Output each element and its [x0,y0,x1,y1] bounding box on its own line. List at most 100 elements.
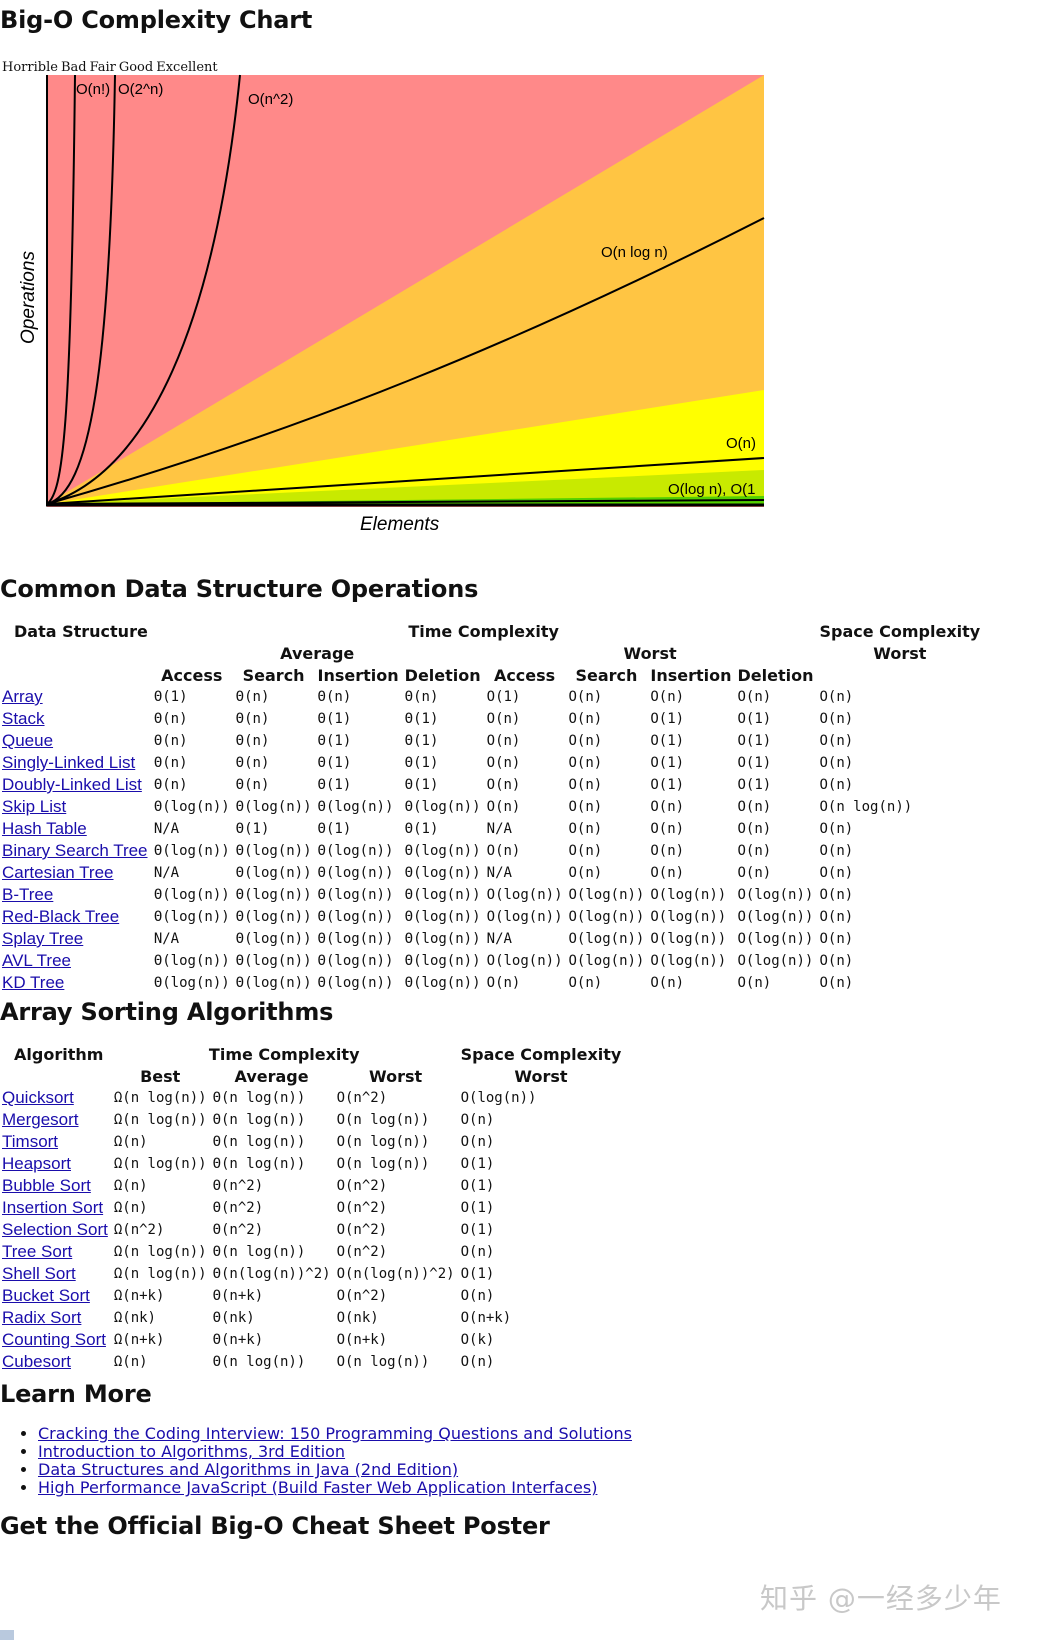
complexity-cell: Θ(1) [153,689,188,705]
ds-link[interactable]: Hash Table [2,819,87,838]
complexity-cell: Ω(n log(n)) [113,1112,207,1128]
table-row: Splay Tree N/A Θ(log(n)) Θ(log(n)) Θ(log(n))… [0,928,983,950]
table-row: AVL Tree Θ(log(n)) Θ(log(n)) Θ(log(n)) Θ(log… [0,950,983,972]
poster-title: Get the Official Big-O Cheat Sheet Poste… [0,1512,550,1540]
complexity-cell: O(1) [737,711,772,727]
complexity-cell: Θ(n log(n)) [212,1354,306,1370]
sort-link[interactable]: Quicksort [2,1088,74,1107]
ds-link[interactable]: Red-Black Tree [2,907,120,926]
sort-link[interactable]: Selection Sort [2,1220,108,1239]
ds-col-header-blank [816,664,983,686]
ds-link[interactable]: Binary Search Tree [2,841,148,860]
complexity-cell: O(n) [819,909,854,925]
complexity-legend: Horrible Bad Fair Good Excellent [2,60,221,75]
table-row: Cartesian Tree N/A Θ(log(n)) Θ(log(n)) Θ(log… [0,862,983,884]
sort-name-cell: Shell Sort [0,1263,111,1285]
sort-name-cell: Tree Sort [0,1241,111,1263]
complexity-cell: O(n^2) [336,1178,388,1194]
table-row: KD Tree Θ(log(n)) Θ(log(n)) Θ(log(n)) Θ(log(… [0,972,983,994]
sort-link[interactable]: Cubesort [2,1352,71,1371]
complexity-cell: O(log(n)) [486,909,563,925]
complexity-cell: O(log(n)) [650,909,727,925]
complexity-cell: Θ(log(n)) [235,975,312,991]
legend-fair: Fair [89,60,116,75]
ds-name-cell: Queue [0,730,151,752]
complexity-cell: O(log(n)) [650,887,727,903]
table-row: Binary Search Tree Θ(log(n)) Θ(log(n)) Θ(lo… [0,840,983,862]
complexity-cell: O(log(n)) [568,931,645,947]
complexity-cell: O(n) [650,843,685,859]
sort-link[interactable]: Timsort [2,1132,59,1151]
sort-link[interactable]: Mergesort [2,1110,79,1129]
book-link-js[interactable]: High Performance JavaScript (Build Faste… [38,1478,598,1497]
complexity-cell: N/A [486,821,512,837]
ds-col-header: Access [493,665,556,685]
sort-link[interactable]: Bubble Sort [2,1176,91,1195]
sort-link[interactable]: Tree Sort [2,1242,73,1261]
ds-header-space: Space Complexity [819,621,981,641]
ds-section-title: Common Data Structure Operations [0,575,479,603]
complexity-cell: O(n+k) [336,1332,388,1348]
book-link-cracking[interactable]: Cracking the Coding Interview: 150 Progr… [38,1424,632,1443]
sort-link[interactable]: Shell Sort [2,1264,76,1283]
list-item: Introduction to Algorithms, 3rd Edition [38,1443,632,1461]
complexity-cell: O(n) [819,931,854,947]
complexity-cell: Θ(log(n)) [235,865,312,881]
complexity-cell: O(n) [650,799,685,815]
complexity-cell: O(n) [460,1354,495,1370]
ds-link[interactable]: Skip List [2,797,67,816]
region-bad [47,75,764,504]
complexity-cell: Θ(n) [235,711,270,727]
complexity-cell: O(n log(n)) [819,799,913,815]
complexity-cell: Θ(n) [153,755,188,771]
sort-link[interactable]: Heapsort [2,1154,71,1173]
label-n-squared: O(n^2) [248,91,293,108]
complexity-cell: O(log(n)) [568,953,645,969]
table-row: Shell Sort Ω(n log(n)) Θ(n(log(n))^2) O(n(l… [0,1263,624,1285]
poster-image[interactable] [0,1630,14,1640]
ds-name-cell: KD Tree [0,972,151,994]
book-link-java[interactable]: Data Structures and Algorithms in Java (… [38,1460,459,1479]
complexity-cell: O(log(n)) [737,909,814,925]
complexity-cell: O(n) [819,689,854,705]
complexity-cell: Ω(n log(n)) [113,1090,207,1106]
complexity-cell: Θ(log(n)) [235,931,312,947]
sort-name-cell: Heapsort [0,1153,111,1175]
complexity-cell: Ω(n+k) [113,1288,165,1304]
complexity-cell: O(1) [650,755,685,771]
complexity-cell: Θ(1) [317,755,352,771]
ds-link[interactable]: Singly-Linked List [2,753,136,772]
sort-link[interactable]: Radix Sort [2,1308,82,1327]
complexity-cell: Θ(log(n)) [404,799,481,815]
complexity-cell: Θ(1) [404,711,439,727]
complexity-cell: O(log(n)) [737,887,814,903]
book-link-clrs[interactable]: Introduction to Algorithms, 3rd Edition [38,1442,346,1461]
ds-col-header: Deletion [404,665,481,685]
ds-link[interactable]: Cartesian Tree [2,863,114,882]
table-row: Selection Sort Ω(n^2) Θ(n^2) O(n^2) O(1) [0,1219,624,1241]
complexity-cell: O(n) [819,777,854,793]
complexity-cell: Ω(n log(n)) [113,1156,207,1172]
complexity-cell: Θ(n) [153,777,188,793]
ds-link[interactable]: AVL Tree [2,951,71,970]
complexity-cell: Ω(n) [113,1178,148,1194]
ds-link[interactable]: B-Tree [2,885,54,904]
ds-link[interactable]: Array [2,687,43,706]
ds-link[interactable]: Splay Tree [2,929,84,948]
ds-link[interactable]: Doubly-Linked List [2,775,142,794]
curve-2-n [46,74,116,505]
sort-link[interactable]: Insertion Sort [2,1198,104,1217]
complexity-cell: Θ(n^2) [212,1222,264,1238]
sort-link[interactable]: Bucket Sort [2,1286,90,1305]
complexity-cell: Θ(log(n)) [317,843,394,859]
complexity-cell: O(n) [650,821,685,837]
ds-link[interactable]: Stack [2,709,45,728]
complexity-cell: O(n) [486,975,521,991]
ds-link[interactable]: KD Tree [2,973,65,992]
ds-header-time: Time Complexity [408,621,559,641]
ds-link[interactable]: Queue [2,731,54,750]
sort-link[interactable]: Counting Sort [2,1330,106,1349]
complexity-cell: O(n^2) [336,1090,388,1106]
complexity-cell: O(n) [737,843,772,859]
complexity-cell: Ω(n) [113,1354,148,1370]
